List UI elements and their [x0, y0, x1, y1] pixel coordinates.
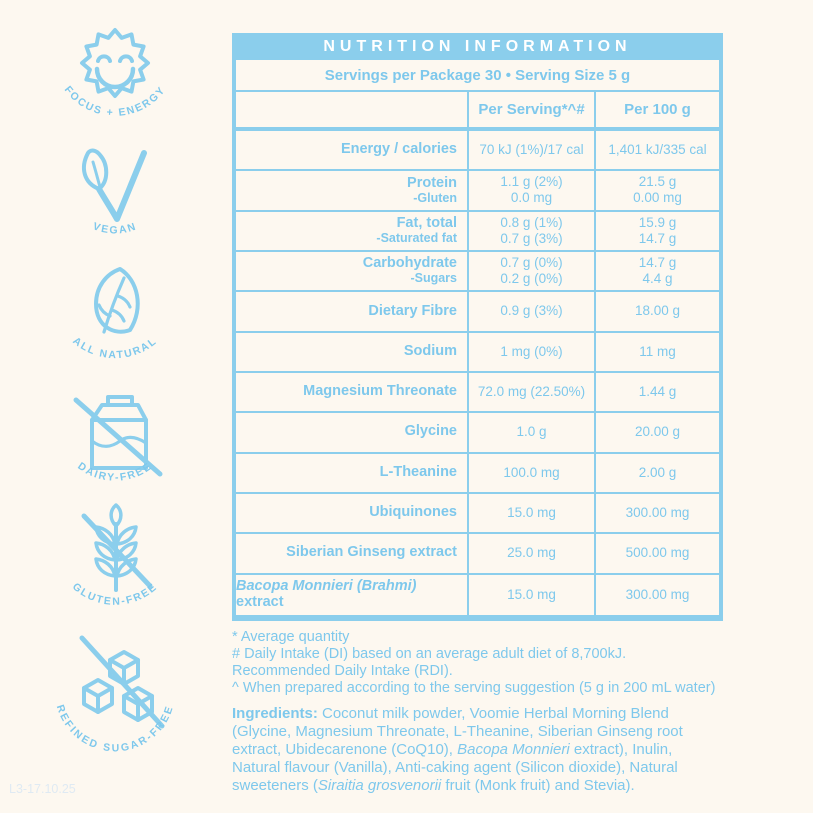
row-label: Magnesium Threonate — [303, 383, 457, 400]
panel-title: NUTRITION INFORMATION — [236, 33, 719, 60]
table-row: Sodium 1 mg (0%) 11 mg — [236, 332, 719, 373]
row-serving-value: 25.0 mg — [467, 534, 594, 573]
table-row: L-Theanine 100.0 mg 2.00 g — [236, 453, 719, 494]
badge-refined-sugar-free: REFINED SUGAR-FREE — [40, 616, 190, 771]
badge-all-natural: ALL NATURAL — [40, 260, 190, 368]
table-row: Magnesium Threonate 72.0 mg (22.50%) 1.4… — [236, 372, 719, 414]
row-serving-value: 15.0 mg — [467, 493, 594, 533]
ingredients-text: Coconut milk powder, Voomie Herbal Morni… — [232, 705, 683, 758]
table-row: Siberian Ginseng extract 25.0 mg 500.00 … — [236, 534, 719, 575]
column-header-per-serving: Per Serving*^# — [467, 92, 594, 127]
row-label: Glycine — [404, 423, 457, 440]
row-per100-value: 11 mg — [594, 332, 719, 371]
badge-focus-energy: FOCUS + ENERGY — [40, 16, 190, 131]
row-per100-value: 300.00 mg — [594, 574, 719, 615]
column-header-per-100g: Per 100 g — [594, 92, 719, 127]
row-per100-value: 21.5 g 0.00 mg — [594, 171, 719, 210]
column-header-blank — [236, 92, 467, 127]
table-rows: Energy / calories 70 kJ (1%)/17 cal 1,40… — [236, 131, 719, 615]
row-per100-value: 14.7 g 4.4 g — [594, 251, 719, 291]
servings-line: Servings per Package 30 • Serving Size 5… — [236, 60, 719, 92]
table-row: Carbohydrate -Sugars 0.7 g (0%) 0.2 g (0%)… — [236, 251, 719, 293]
ingredients-text: extract), Inulin, Natural flavour (Vanil… — [232, 741, 678, 794]
column-header-row: Per Serving*^# Per 100 g — [236, 92, 719, 131]
row-per100-value: 18.00 g — [594, 292, 719, 331]
row-serving-value: 0.9 g (3%) — [467, 292, 594, 331]
row-per100-value: 300.00 mg — [594, 493, 719, 533]
nutrition-panel: NUTRITION INFORMATION Servings per Packa… — [232, 33, 723, 621]
badge-label: ALL NATURAL — [70, 335, 159, 361]
leaf-icon — [94, 267, 140, 334]
row-per100-value: 2.00 g — [594, 453, 719, 492]
table-row: Ubiquinones 15.0 mg 300.00 mg — [236, 493, 719, 535]
ingredients-italic-species: Siraitia grosvenorii — [317, 777, 442, 794]
table-row: Fat, total -Saturated fat 0.8 g (1%) 0.7 g… — [236, 211, 719, 252]
row-serving-value: 15.0 mg — [467, 574, 594, 615]
row-label: Ubiquinones — [369, 504, 457, 521]
row-per100-value: 15.9 g 14.7 g — [594, 211, 719, 250]
row-per100-value: 1.44 g — [594, 372, 719, 412]
badge-vegan: VEGAN — [40, 140, 190, 245]
ingredients-paragraph: Ingredients: Coconut milk powder, Voomie… — [232, 705, 724, 795]
row-per100-value: 500.00 mg — [594, 534, 719, 573]
badge-dairy-free: DAIRY-FREE — [40, 380, 190, 488]
row-label: Siberian Ginseng extract — [286, 544, 457, 561]
badge-gluten-free: GLUTEN-FREE — [40, 498, 190, 610]
footnote-daily-intake: # Daily Intake (DI) based on an average … — [232, 645, 627, 679]
table-row: Protein -Gluten 1.1 g (2%) 0.0 mg 21.5 g 0.… — [236, 171, 719, 212]
sun-smile-icon — [80, 28, 150, 98]
row-serving-value: 70 kJ (1%)/17 cal — [467, 131, 594, 170]
table-row: Glycine 1.0 g 20.00 g — [236, 413, 719, 454]
ingredients-italic-species: Bacopa Monnieri — [457, 741, 570, 758]
row-serving-value: 1.0 g — [467, 413, 594, 452]
row-serving-value: 1 mg (0%) — [467, 332, 594, 371]
row-serving-value: 1.1 g (2%) 0.0 mg — [467, 171, 594, 210]
row-label: Energy / calories — [340, 141, 457, 158]
row-serving-value: 0.7 g (0%) 0.2 g (0%) — [467, 251, 594, 291]
wheat-crossed-icon — [81, 503, 153, 592]
badge-label: VEGAN — [91, 220, 138, 236]
footnote-preparation: ^ When prepared according to the serving… — [232, 679, 716, 696]
batch-code: L3-17.10.25 — [9, 782, 76, 796]
row-label: Dietary Fibre — [368, 302, 457, 319]
badge-label: DAIRY-FREE — [75, 460, 154, 484]
row-label: Sodium — [403, 342, 457, 359]
table-row: Bacopa Monnieri (Brahmi) extract 15.0 mg… — [236, 574, 719, 615]
table-row: Energy / calories 70 kJ (1%)/17 cal 1,40… — [236, 131, 719, 172]
milk-carton-crossed-icon — [73, 395, 163, 477]
ingredients-text: fruit (Monk fruit) and Stevia). — [441, 777, 635, 794]
ingredients-label: Ingredients: — [232, 705, 318, 722]
row-per100-value: 20.00 g — [594, 413, 719, 452]
row-label: Protein -Gluten — [407, 174, 457, 205]
sugar-cubes-crossed-icon — [79, 635, 165, 729]
row-label: Bacopa Monnieri (Brahmi) extract — [236, 577, 417, 610]
table-row: Dietary Fibre 0.9 g (3%) 18.00 g — [236, 292, 719, 333]
row-serving-value: 100.0 mg — [467, 453, 594, 492]
footnotes: * Average quantity # Daily Intake (DI) b… — [232, 629, 724, 697]
row-label: L-Theanine — [379, 463, 457, 480]
badge-label: REFINED SUGAR-FREE — [54, 703, 176, 754]
footnote-average-quantity: * Average quantity — [232, 629, 350, 645]
row-label: Carbohydrate -Sugars — [362, 255, 457, 286]
row-serving-value: 0.8 g (1%) 0.7 g (3%) — [467, 211, 594, 250]
leaf-check-icon — [82, 148, 147, 222]
row-label: Fat, total -Saturated fat — [376, 214, 457, 245]
row-serving-value: 72.0 mg (22.50%) — [467, 372, 594, 412]
row-per100-value: 1,401 kJ/335 cal — [594, 131, 719, 170]
